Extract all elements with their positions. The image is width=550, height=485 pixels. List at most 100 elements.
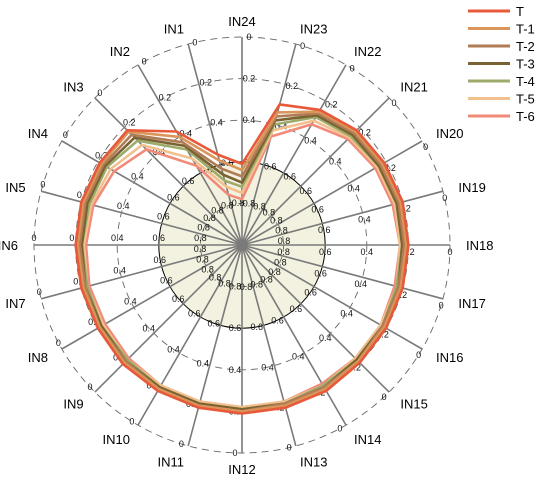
axis-label-in13: IN13 — [300, 454, 327, 469]
tick-label: 0.2 — [325, 99, 338, 109]
tick-label: 0.6 — [271, 316, 284, 326]
tick-label: 0.8 — [263, 208, 276, 218]
tick-label: 0.8 — [260, 274, 273, 284]
tick-label: 0.8 — [243, 198, 256, 208]
series-line-t — [74, 103, 410, 415]
axis-spoke — [94, 97, 243, 246]
tick-label: 0.8 — [278, 236, 291, 246]
tick-label: 0.6 — [251, 322, 264, 332]
axis-spoke — [241, 140, 423, 246]
axis-spoke — [241, 190, 444, 246]
legend-label-t-4: T-4 — [516, 74, 535, 89]
tick-label: 0.6 — [207, 319, 220, 329]
axis-spoke — [94, 244, 243, 393]
tick-label: 0.4 — [179, 128, 192, 138]
tick-label: 0.6 — [229, 323, 242, 333]
axis-label-in10: IN10 — [103, 432, 130, 447]
tick-label: 0.4 — [347, 184, 360, 194]
tick-label: 0 — [442, 193, 447, 203]
tick-label: 0.6 — [188, 309, 201, 319]
tick-label: 0.4 — [319, 333, 332, 343]
legend-label-t-6: T-6 — [516, 109, 535, 124]
tick-label: 0 — [142, 56, 147, 66]
axis-spoke — [61, 244, 243, 350]
tick-label: 0.6 — [304, 288, 317, 298]
tick-label: 0.8 — [218, 278, 231, 288]
tick-label: 0.4 — [210, 118, 223, 128]
tick-label: 0.6 — [314, 268, 327, 278]
tick-label: 0.6 — [154, 255, 167, 265]
axis-label-in20: IN20 — [436, 126, 463, 141]
tick-label: 0.4 — [229, 365, 242, 375]
axis-label-in4: IN4 — [28, 126, 48, 141]
tick-label: 0 — [382, 392, 387, 402]
axis-spoke — [241, 43, 297, 246]
axis-label-in8: IN8 — [28, 350, 48, 365]
legend-label-t-2: T-2 — [516, 39, 535, 54]
tick-label: 0.8 — [232, 198, 245, 208]
tick-label: 0.8 — [196, 255, 209, 265]
tick-label: 0.6 — [300, 186, 313, 196]
tick-label: 0.6 — [319, 247, 332, 257]
tick-label: 0.4 — [111, 233, 124, 243]
tick-label: 0.4 — [143, 323, 156, 333]
axis-label-in16: IN16 — [436, 350, 463, 365]
legend: T T-1 T-2 T-3 T-4 T-5 T-6 — [468, 4, 535, 124]
tick-label: 0 — [439, 301, 444, 311]
tick-label: 0.8 — [240, 282, 253, 292]
tick-label: 0.6 — [311, 205, 324, 215]
tick-label: 0 — [40, 179, 45, 189]
tick-label: 0 — [246, 32, 251, 42]
tick-label: 0.4 — [261, 362, 274, 372]
tick-label: 0 — [350, 63, 355, 73]
tick-label: 0.8 — [274, 258, 287, 268]
axis-label-in24: IN24 — [228, 14, 255, 29]
tick-label: 0 — [300, 41, 305, 51]
tick-label: 0.4 — [152, 147, 165, 157]
axis-label-in14: IN14 — [354, 432, 381, 447]
axis-label-in2: IN2 — [110, 44, 130, 59]
axis-spoke — [40, 244, 243, 300]
tick-label: 0.4 — [124, 296, 137, 306]
tick-label: 0.8 — [275, 225, 288, 235]
tick-label: 0.4 — [167, 345, 180, 355]
axis-spoke — [241, 244, 347, 426]
radar-series — [74, 103, 410, 415]
tick-label: 0.6 — [160, 276, 173, 286]
tick-label: 0.4 — [304, 135, 317, 145]
tick-label: 0.6 — [167, 192, 180, 202]
axis-spoke — [241, 97, 390, 246]
tick-label: 0.6 — [318, 225, 331, 235]
tick-label: 0.2 — [199, 78, 212, 88]
tick-label: 0.2 — [159, 92, 172, 102]
tick-label: 0.4 — [243, 115, 256, 125]
tick-label: 0.8 — [203, 213, 216, 223]
tick-label: 0.8 — [211, 206, 224, 216]
tick-label: 0.4 — [358, 215, 371, 225]
tick-label: 0.2 — [123, 117, 136, 127]
tick-label: 0.4 — [329, 157, 342, 167]
axis-label-in3: IN3 — [63, 80, 83, 95]
axis-spoke — [137, 64, 243, 246]
tick-label: 0.6 — [264, 161, 277, 171]
tick-label: 0.4 — [275, 121, 288, 131]
tick-label: 0.8 — [194, 233, 207, 243]
axis-label-in21: IN21 — [400, 80, 427, 95]
axis-spoke — [241, 244, 390, 393]
tick-label: 0.6 — [172, 294, 185, 304]
tick-label: 0.8 — [229, 282, 242, 292]
tick-label: 0 — [287, 443, 292, 453]
axis-spoke — [61, 140, 243, 246]
tick-label: 0 — [423, 142, 428, 152]
tick-label: 0 — [56, 338, 61, 348]
series-line-t-1 — [76, 110, 408, 413]
tick-label: 0 — [416, 350, 421, 360]
tick-label: 0 — [192, 37, 197, 47]
tick-label: 0.2 — [358, 127, 371, 137]
axis-spoke — [187, 43, 243, 246]
tick-label: 0.8 — [253, 202, 266, 212]
tick-label: 0.8 — [277, 247, 290, 257]
tick-label: 0 — [337, 424, 342, 434]
tick-label: 0.4 — [117, 201, 130, 211]
